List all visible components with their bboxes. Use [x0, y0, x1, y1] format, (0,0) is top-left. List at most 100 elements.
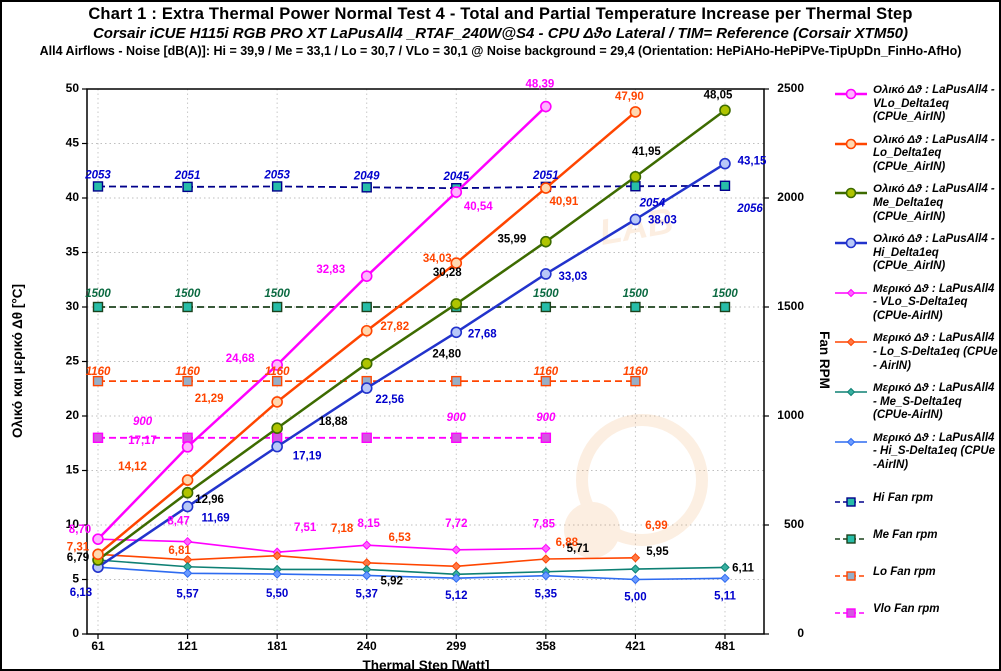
legend-item-me_total: Ολικό Δϑ : LaPusAll4 - Me_Delta1eq (CPUe…: [834, 183, 999, 224]
svg-text:8,47: 8,47: [167, 516, 189, 528]
svg-text:6,53: 6,53: [389, 532, 411, 544]
chart-header: Chart 1 : Extra Thermal Power Normal Tes…: [2, 3, 999, 58]
thermal-chart-canvas: LAB 051015202530354045500500100015002000…: [10, 79, 832, 671]
svg-text:5,00: 5,00: [624, 592, 646, 604]
svg-text:5,12: 5,12: [445, 590, 467, 602]
x-axis-title: Thermal Step [Watt]: [362, 658, 489, 671]
legend-marker-hi_partial: [835, 437, 867, 447]
svg-text:47,90: 47,90: [615, 91, 644, 103]
svg-text:17,19: 17,19: [293, 451, 322, 463]
svg-text:35,99: 35,99: [497, 234, 526, 246]
svg-text:900: 900: [447, 412, 467, 424]
svg-text:8,70: 8,70: [69, 524, 91, 536]
svg-text:1160: 1160: [265, 366, 290, 378]
legend-label: Μερικό Δϑ : LaPusAll4 - Hi_S-Delta1eq (C…: [873, 431, 996, 471]
svg-text:50: 50: [66, 81, 80, 95]
svg-text:25: 25: [66, 354, 80, 368]
svg-text:15: 15: [66, 463, 80, 477]
legend-item-me_fan: Me Fan rpm: [834, 529, 999, 547]
svg-text:5,57: 5,57: [176, 588, 198, 600]
svg-text:1500: 1500: [623, 288, 649, 300]
svg-text:5,95: 5,95: [646, 546, 669, 558]
svg-text:17,17: 17,17: [128, 435, 157, 447]
svg-text:10: 10: [66, 517, 80, 531]
svg-text:48,39: 48,39: [525, 79, 554, 91]
svg-text:5,71: 5,71: [567, 543, 590, 555]
svg-text:30: 30: [66, 299, 80, 313]
svg-text:2056: 2056: [736, 203, 763, 215]
svg-text:21,29: 21,29: [195, 393, 224, 405]
legend-label: Ολικό Δϑ : LaPusAll4 - VLo_Delta1eq (CPU…: [873, 84, 995, 124]
svg-text:7,72: 7,72: [445, 518, 467, 530]
svg-text:2500: 2500: [777, 81, 804, 95]
legend-label: Μερικό Δϑ : LaPusAll4 - Lo_S-Delta1eq (C…: [873, 332, 998, 372]
svg-text:1000: 1000: [777, 408, 804, 422]
legend-item-me_partial: Μερικό Δϑ : LaPusAll4 - Me_S-Delta1eq (C…: [834, 382, 999, 423]
svg-text:1500: 1500: [85, 288, 111, 300]
legend-label: Ολικό Δϑ : LaPusAll4 - Hi_Delta1eq (CPUe…: [873, 233, 995, 273]
svg-text:1500: 1500: [264, 288, 290, 300]
svg-text:2051: 2051: [174, 170, 201, 182]
svg-text:900: 900: [133, 416, 153, 428]
legend-label: Ολικό Δϑ : LaPusAll4 - Lo_Delta1eq (CPUe…: [873, 133, 995, 173]
svg-text:32,83: 32,83: [316, 264, 345, 276]
svg-text:27,82: 27,82: [380, 321, 409, 333]
svg-text:48,05: 48,05: [704, 89, 733, 101]
svg-text:2053: 2053: [263, 169, 290, 181]
svg-text:45: 45: [66, 136, 80, 150]
svg-text:1160: 1160: [175, 366, 200, 378]
svg-text:43,15: 43,15: [738, 156, 767, 168]
svg-text:7,31: 7,31: [67, 541, 90, 553]
svg-text:5,35: 5,35: [535, 589, 558, 601]
legend-item-vlo_total: Ολικό Δϑ : LaPusAll4 - VLo_Delta1eq (CPU…: [834, 84, 999, 125]
svg-text:12,96: 12,96: [195, 494, 224, 506]
svg-text:38,03: 38,03: [648, 215, 677, 227]
svg-text:2000: 2000: [777, 190, 804, 204]
legend-marker-me_partial: [835, 387, 867, 397]
legend-label: Lo Fan rpm: [873, 565, 936, 578]
legend-marker-lo_partial: [835, 338, 867, 347]
svg-text:40,91: 40,91: [549, 196, 578, 208]
svg-text:1500: 1500: [175, 288, 201, 300]
chart-subtitle: Corsair iCUE H115i RGB PRO XT LaPusAll4 …: [92, 25, 909, 42]
svg-text:34,03: 34,03: [423, 253, 452, 265]
legend-marker-me_fan: [835, 533, 867, 544]
legend-label: Μερικό Δϑ : LaPusAll4 - VLo_S-Delta1eq (…: [873, 282, 995, 322]
svg-text:2049: 2049: [353, 170, 380, 182]
svg-text:7,85: 7,85: [533, 518, 556, 530]
legend-item-lo_total: Ολικό Δϑ : LaPusAll4 - Lo_Delta1eq (CPUe…: [834, 133, 999, 175]
legend-marker-lo_fan: [835, 570, 867, 581]
legend-item-hi_total: Ολικό Δϑ : LaPusAll4 - Hi_Delta1eq (CPUe…: [834, 233, 999, 274]
chart-legend: Ολικό Δϑ : LaPusAll4 - VLo_Delta1eq (CPU…: [834, 84, 999, 640]
svg-text:6,88: 6,88: [556, 537, 579, 549]
svg-text:2053: 2053: [84, 169, 111, 181]
svg-text:900: 900: [536, 412, 556, 424]
chart-title: Chart 1 : Extra Thermal Power Normal Tes…: [88, 5, 913, 23]
legend-label: Vlo Fan rpm: [873, 602, 940, 615]
legend-marker-vlo_fan: [835, 607, 867, 618]
svg-text:6,13: 6,13: [70, 587, 92, 599]
svg-text:181: 181: [267, 639, 287, 653]
legend-label: Μερικό Δϑ : LaPusAll4 - Me_S-Delta1eq (C…: [873, 382, 995, 422]
svg-text:358: 358: [536, 639, 556, 653]
svg-text:30,28: 30,28: [433, 267, 462, 279]
svg-text:240: 240: [357, 639, 377, 653]
chart-gridlines: [87, 89, 764, 634]
svg-text:6,79: 6,79: [67, 552, 89, 564]
svg-text:421: 421: [625, 639, 645, 653]
svg-text:1500: 1500: [533, 288, 559, 300]
svg-text:20: 20: [66, 408, 80, 422]
svg-text:2054: 2054: [639, 197, 666, 209]
legend-marker-lo_total: [835, 138, 867, 149]
svg-text:481: 481: [715, 639, 735, 653]
svg-text:61: 61: [91, 639, 105, 653]
svg-text:6,11: 6,11: [732, 562, 754, 574]
svg-text:18,88: 18,88: [319, 416, 348, 428]
svg-text:0: 0: [72, 626, 79, 640]
legend-item-hi_partial: Μερικό Δϑ : LaPusAll4 - Hi_S-Delta1eq (C…: [834, 431, 999, 473]
svg-text:0: 0: [797, 626, 804, 640]
svg-text:24,68: 24,68: [226, 353, 255, 365]
watermark: LAB: [564, 200, 708, 558]
legend-item-vlo_fan: Vlo Fan rpm: [834, 602, 999, 621]
